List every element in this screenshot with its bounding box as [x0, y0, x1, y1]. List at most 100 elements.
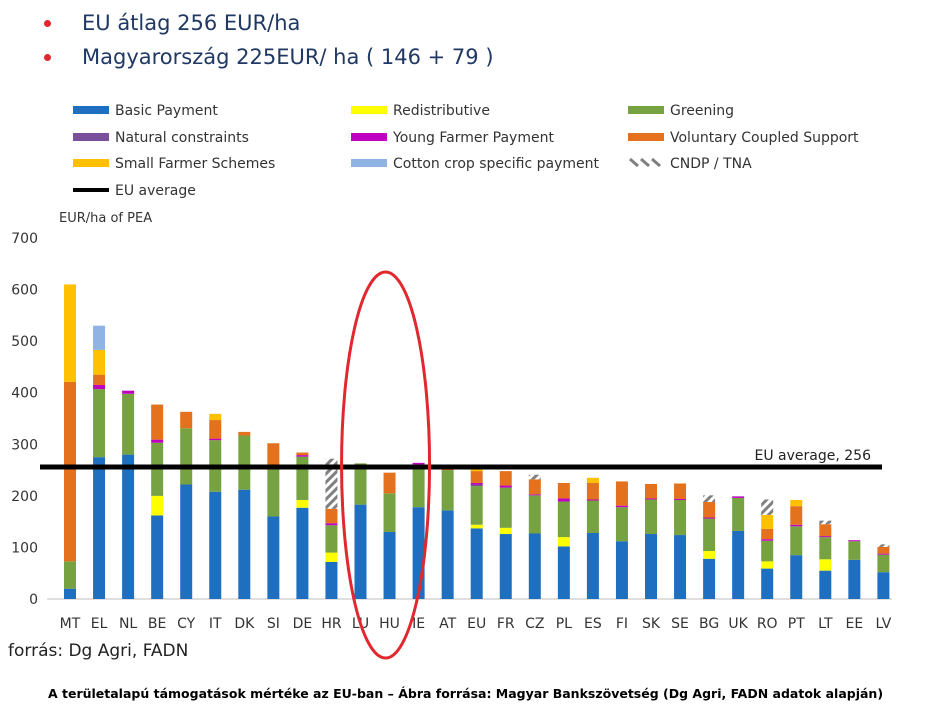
bar-segment [180, 428, 193, 485]
x-tick-label: PT [788, 616, 805, 632]
bar-stack [325, 458, 338, 599]
bar-segment [586, 477, 599, 483]
bar-segment [615, 481, 628, 506]
bullet-dot-icon [44, 54, 51, 61]
bar-segment [877, 554, 890, 573]
bar-segment [703, 495, 716, 503]
bar-segment [64, 561, 76, 589]
bar-segment [180, 411, 193, 429]
bar-segment [790, 499, 803, 507]
bar-segment [470, 482, 483, 485]
bar-segment [819, 520, 832, 525]
x-tick-label: SK [642, 616, 661, 632]
bar-segment [674, 498, 687, 500]
x-tick-label: NL [119, 616, 137, 632]
bar-segment [761, 499, 774, 515]
bar-stack [819, 520, 832, 599]
y-tick-label: 600 [11, 283, 38, 299]
bar-segment [703, 502, 716, 518]
bar-segment [267, 443, 280, 470]
bar-stack [615, 481, 628, 599]
bar-segment [209, 438, 222, 441]
bar-segment [557, 501, 570, 538]
legend-item: Greening [628, 103, 734, 119]
x-tick-label: FR [497, 616, 515, 632]
bar-stack [674, 483, 687, 599]
bar-segment [383, 493, 396, 532]
bar-segment [674, 499, 687, 536]
x-tick-label: MT [60, 616, 81, 632]
bar-segment [557, 482, 570, 499]
bar-segment [296, 456, 309, 500]
bar-stack [64, 284, 76, 599]
legend-item: Natural constraints [73, 130, 249, 146]
overlay: EU average, 256 forrás: Dg Agri, FADN [8, 270, 882, 661]
bar-stack [877, 544, 890, 599]
bar-stack [93, 325, 106, 599]
bar-segment [557, 546, 570, 599]
bar-segment [732, 530, 745, 599]
bar-segment [470, 484, 483, 487]
bar-segment [238, 431, 251, 436]
bar-segment [470, 486, 483, 525]
bar-segment [645, 499, 657, 535]
bar-segment [122, 454, 135, 599]
bar-segment [209, 420, 222, 439]
bar-segment [703, 518, 716, 552]
bar-segment [615, 507, 628, 542]
x-tick-label: SI [267, 616, 280, 632]
bar-segment [499, 471, 512, 486]
bar-segment [645, 483, 657, 499]
legend-swatch [629, 157, 639, 168]
bar-stack [499, 471, 512, 599]
bar-stack [122, 390, 135, 599]
bar-stack [383, 472, 396, 599]
legend-label: CNDP / TNA [670, 156, 752, 172]
bar-segment [470, 469, 483, 472]
bar-segment [499, 527, 512, 535]
x-tick-label: CZ [525, 616, 544, 632]
bar-segment [703, 558, 716, 599]
bar-segment [877, 572, 890, 599]
legend-label: Cotton crop specific payment [393, 156, 599, 172]
bar-segment [325, 523, 338, 526]
bar-segment [645, 534, 657, 599]
y-tick-label: 400 [11, 386, 38, 402]
highlight-ellipse [340, 270, 432, 660]
bar-stack [761, 499, 774, 599]
x-tick-label: RO [757, 616, 778, 632]
bar-stack [848, 540, 861, 599]
x-tick-label: CY [177, 616, 196, 632]
bar-segment [93, 389, 106, 458]
y-tick-label: 300 [11, 437, 38, 453]
bar-stack [180, 411, 193, 599]
bar-segment [790, 555, 803, 599]
x-tick-label: HR [321, 616, 342, 632]
bar-segment [819, 524, 832, 537]
bar-stack [645, 483, 657, 599]
bar-segment [732, 496, 745, 498]
y-axis-label: EUR/ha of PEA [59, 211, 152, 226]
y-tick-label: 500 [11, 334, 38, 350]
bar-segment [470, 528, 483, 599]
bar-stack [732, 496, 745, 599]
bar-segment [209, 413, 222, 421]
bar-segment [877, 546, 890, 554]
bar-segment [383, 531, 396, 599]
bar-segment [296, 499, 309, 508]
bar-stack [209, 413, 222, 599]
bullet-eu-average-text: EU átlag 256 EUR/ha [82, 11, 301, 35]
legend-item: EU average [73, 183, 196, 199]
bar-segment [528, 494, 541, 496]
bar-segment [528, 474, 541, 480]
bar-segment [615, 505, 628, 508]
eu-average-label: EU average, 256 [755, 448, 872, 464]
legend-swatch [351, 133, 387, 141]
x-tick-label: DK [234, 616, 255, 632]
bar-segment [790, 506, 803, 525]
bar-segment [122, 393, 135, 455]
bar-segment [238, 435, 251, 490]
x-tick-label: BG [699, 616, 719, 632]
bar-segment [761, 540, 774, 562]
